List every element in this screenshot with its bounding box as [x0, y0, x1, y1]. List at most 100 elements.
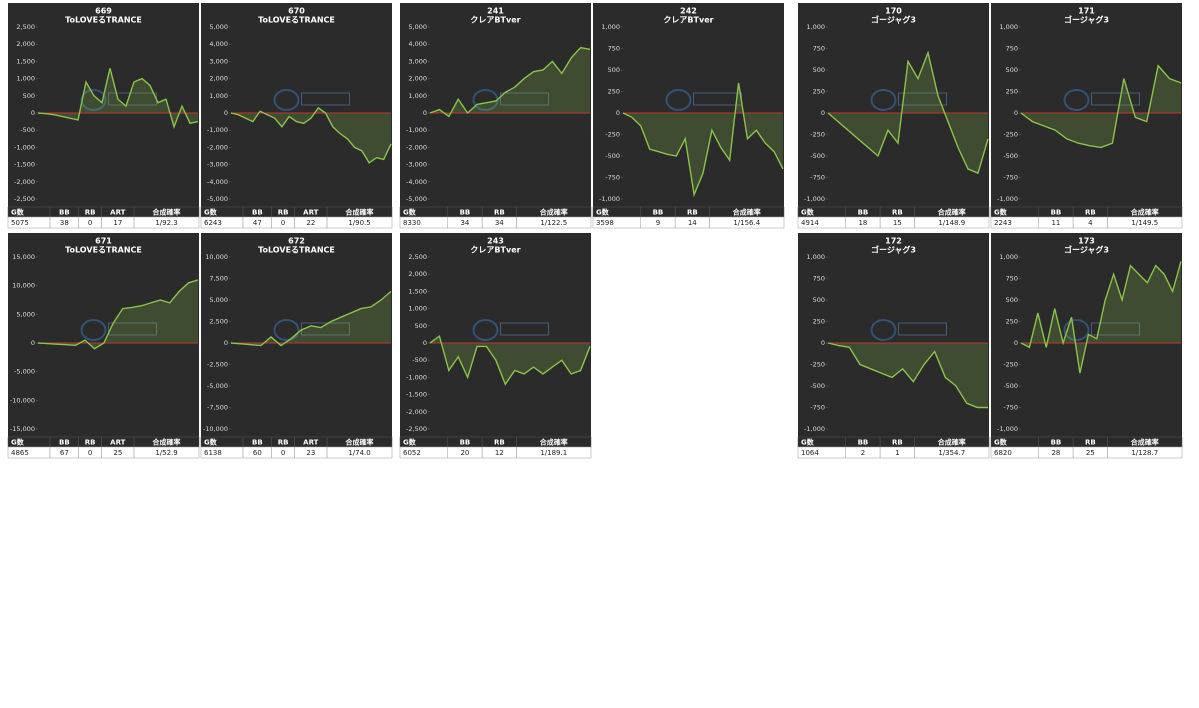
table-header: 合成確率	[345, 438, 374, 447]
table-value: 1/90.5	[348, 219, 370, 227]
y-tick-label: 4,000	[408, 40, 427, 48]
chart-title: 171	[1078, 7, 1095, 16]
watermark	[1091, 92, 1140, 106]
watermark	[80, 319, 107, 341]
table-value: 1/128.7	[1131, 449, 1158, 457]
y-tick-label: -1,000	[804, 425, 825, 433]
table-cell	[1107, 446, 1183, 459]
y-tick-label: 1,000	[999, 23, 1018, 31]
table-value: 0	[88, 449, 92, 457]
table-header: G数	[11, 438, 25, 447]
y-tick-label: 500	[813, 296, 825, 304]
y-tick-label: 250	[813, 318, 825, 326]
table-value: 1064	[801, 449, 819, 457]
y-tick-label: -500	[412, 356, 427, 364]
y-tick-label: 5,000	[408, 23, 427, 31]
table-header: 合成確率	[152, 438, 181, 447]
y-tick-label: 1,500	[408, 287, 427, 295]
chart-title: 170	[885, 7, 902, 16]
y-tick-label: 250	[608, 88, 620, 96]
table-value: 1/354.7	[938, 449, 965, 457]
y-tick-label: 0	[423, 109, 427, 117]
y-tick-label: -4,000	[406, 178, 427, 186]
y-tick-label: 1,500	[16, 57, 35, 65]
y-tick-label: -5,000	[207, 195, 228, 203]
area	[231, 291, 391, 346]
y-tick-label: -250	[810, 361, 825, 369]
y-tick-label: -15,000	[10, 425, 35, 433]
line	[230, 106, 392, 164]
table-header: RB	[85, 209, 96, 217]
y-tick-label: -2,500	[207, 361, 228, 369]
y-tick-label: 250	[813, 88, 825, 96]
watermark	[301, 92, 350, 106]
y-tick-label: 10,000	[205, 253, 228, 261]
table-value: 1/52.9	[155, 449, 177, 457]
table-header: 合成確率	[937, 438, 966, 447]
table-header: BB	[1051, 439, 1062, 447]
area	[430, 47, 590, 117]
y-tick-label: 250	[1006, 318, 1018, 326]
table-header: RB	[494, 209, 505, 217]
y-tick-label: 1,000	[601, 23, 620, 31]
line	[37, 279, 199, 350]
chart-subtitle: クレアBTver	[663, 15, 713, 25]
watermark	[898, 92, 947, 106]
watermark	[870, 89, 897, 111]
table-value: 38	[60, 219, 69, 227]
table-cell	[516, 446, 592, 459]
watermark	[1063, 89, 1090, 111]
line	[827, 50, 989, 175]
table-header: BB	[858, 209, 869, 217]
table-header: BB	[460, 209, 471, 217]
chart-subtitle: ToLOVEるTRANCE	[258, 16, 335, 25]
y-tick-label: 750	[1006, 275, 1018, 283]
area	[1021, 65, 1181, 148]
y-tick-label: 10,000	[12, 282, 35, 290]
table-header: G数	[403, 208, 417, 217]
table-value: 6820	[994, 449, 1012, 457]
chart-title: 173	[1078, 237, 1095, 246]
line	[1020, 261, 1182, 374]
table-header: BB	[653, 209, 664, 217]
y-tick-label: 2,500	[408, 253, 427, 261]
area	[38, 68, 198, 127]
table-value: 5075	[11, 219, 29, 227]
y-tick-label: 1,000	[16, 75, 35, 83]
table-header: BB	[858, 439, 869, 447]
table-value: 1/148.9	[938, 219, 965, 227]
table-value: 6243	[204, 219, 222, 227]
table-value: 60	[253, 449, 262, 457]
table-header: RB	[85, 439, 96, 447]
table-value: 1/156.4	[733, 219, 760, 227]
y-tick-label: -250	[1003, 361, 1018, 369]
watermark	[898, 322, 947, 336]
table-value: 0	[281, 449, 285, 457]
y-tick-label: -2,000	[406, 143, 427, 151]
table-value: 8330	[403, 219, 421, 227]
line	[37, 68, 199, 129]
y-tick-label: -250	[810, 131, 825, 139]
table-value: 1	[895, 449, 899, 457]
chart-title: 670	[288, 7, 305, 16]
y-tick-label: 3,000	[408, 57, 427, 65]
y-tick-label: -7,500	[207, 404, 228, 412]
y-tick-label: -750	[810, 174, 825, 182]
area	[430, 336, 590, 385]
y-tick-label: 500	[1006, 296, 1018, 304]
table-cell	[326, 216, 393, 229]
y-tick-label: 1,000	[806, 253, 825, 261]
table-header: RB	[892, 439, 903, 447]
table-cell	[516, 216, 592, 229]
area	[38, 279, 198, 349]
y-tick-label: -750	[605, 174, 620, 182]
line	[827, 342, 988, 409]
table-value: 47	[253, 219, 262, 227]
y-tick-label: -10,000	[10, 396, 35, 404]
